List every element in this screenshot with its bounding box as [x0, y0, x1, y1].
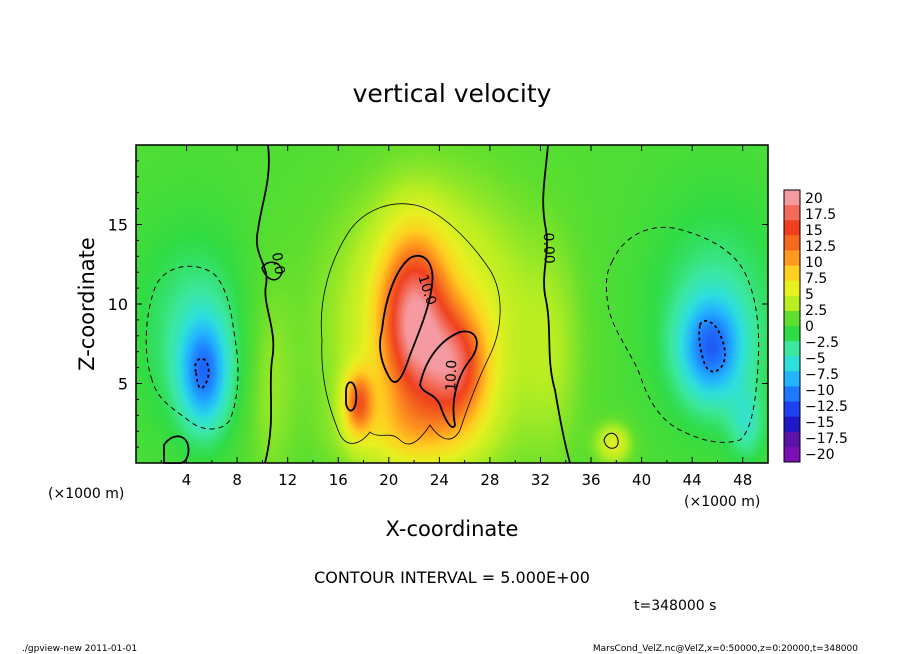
contour-label: 10.0 — [443, 360, 460, 392]
y-axis-label: Z-coordinate — [75, 237, 99, 371]
downdraft-contour-right — [605, 226, 760, 443]
colorbar-swatch — [784, 310, 800, 327]
footer-left: ./gpview-new 2011-01-01 — [22, 644, 137, 654]
x-tick-label: 28 — [480, 471, 499, 489]
colorbar-swatch — [784, 431, 800, 448]
x-tick-label: 4 — [182, 471, 192, 489]
colorbar-label: −10 — [805, 383, 835, 399]
updraft-contour-10a — [379, 255, 434, 383]
colorbar-swatch — [784, 295, 800, 312]
colorbar-swatch — [784, 446, 800, 463]
x-tick-label: 44 — [683, 471, 702, 489]
colorbar-label: 10 — [805, 255, 823, 271]
colorbar-swatch — [784, 386, 800, 403]
chart-title: vertical velocity — [353, 79, 552, 108]
footer-right: MarsCond_VelZ.nc@VelZ,x=0:50000,z=0:2000… — [593, 644, 858, 654]
contour-label: 0.00 — [540, 232, 557, 264]
colorbar-label: −7.5 — [805, 367, 839, 383]
time-stamp: t=348000 s — [634, 598, 716, 614]
x-unit-left: (×1000 m) — [48, 486, 124, 502]
colorbar-label: −15 — [805, 415, 835, 431]
colorbar-frame — [783, 189, 801, 463]
colorbar-label: 7.5 — [805, 271, 827, 287]
updraft-contour-5 — [320, 203, 501, 445]
x-axis-label: X-coordinate — [386, 517, 519, 541]
colorbar-label: 17.5 — [805, 207, 836, 223]
colorbar-swatch — [784, 326, 800, 342]
colorbar-label: 15 — [805, 223, 823, 239]
updraft-contour-10b — [419, 330, 478, 428]
x-unit-right: (×1000 m) — [684, 494, 760, 510]
colorbar-label: −17.5 — [805, 431, 848, 447]
colorbar-swatch — [784, 190, 800, 206]
x-tick-label: 36 — [581, 471, 600, 489]
colorbar-label: 2.5 — [805, 303, 827, 319]
colorbar-swatch — [784, 341, 800, 357]
x-tick-label: 40 — [632, 471, 651, 489]
colorbar-label: 12.5 — [805, 239, 836, 255]
x-tick-label: 48 — [733, 471, 752, 489]
colorbar-swatch — [784, 220, 800, 236]
zero-contour-right — [542, 144, 571, 464]
x-axis: 4 8 12 16 20 24 28 32 36 40 44 48 — [160, 145, 752, 489]
x-tick-label: 32 — [531, 471, 550, 489]
x-tick-label: 12 — [278, 471, 297, 489]
colorbar-label: −2.5 — [805, 335, 839, 351]
colorbar-swatch — [784, 205, 800, 221]
x-tick-label: 16 — [329, 471, 348, 489]
zero-contour-left — [255, 144, 275, 464]
downdraft-core-left — [194, 357, 210, 390]
downdraft-core-right — [698, 319, 726, 373]
colorbar-label: 5 — [805, 287, 814, 303]
downdraft-contour-left — [145, 265, 239, 430]
colorbar — [783, 189, 801, 463]
y-tick-label: 5 — [118, 375, 128, 394]
colorbar-labels: 2017.51512.5107.552.50−2.5−5−7.5−10−12.5… — [805, 191, 848, 463]
small-contour-c — [261, 261, 283, 281]
colorbar-swatch — [784, 280, 800, 297]
plot-area: 10.010.00.000.0 4 8 12 16 20 24 28 32 36 40 44 48 5… — [108, 144, 769, 489]
colorbar-label: 0 — [805, 319, 814, 335]
colorbar-swatch — [784, 371, 800, 387]
colorbar-swatch — [784, 265, 800, 282]
colorbar-label: 20 — [805, 191, 823, 207]
colorbar-swatch — [784, 235, 800, 251]
velocity-field — [136, 145, 768, 463]
colorbar-swatch — [784, 416, 800, 433]
contour-label: 0.0 — [268, 251, 288, 276]
colorbar-swatch — [784, 250, 800, 267]
small-contour-a — [603, 432, 619, 449]
x-tick-label: 24 — [430, 471, 449, 489]
x-tick-label: 8 — [232, 471, 242, 489]
colorbar-label: −5 — [805, 351, 826, 367]
y-axis: 5 10 15 — [108, 160, 768, 448]
x-tick-label: 20 — [379, 471, 398, 489]
y-tick-label: 15 — [108, 216, 128, 235]
colorbar-label: −12.5 — [805, 399, 848, 415]
colorbar-swatch — [784, 401, 800, 418]
contour-interval-note: CONTOUR INTERVAL = 5.000E+00 — [314, 568, 590, 587]
colorbar-swatch — [784, 356, 800, 372]
updraft-contour-10c — [345, 381, 358, 412]
colorbar-label: −20 — [805, 447, 835, 463]
y-tick-label: 10 — [108, 295, 128, 314]
